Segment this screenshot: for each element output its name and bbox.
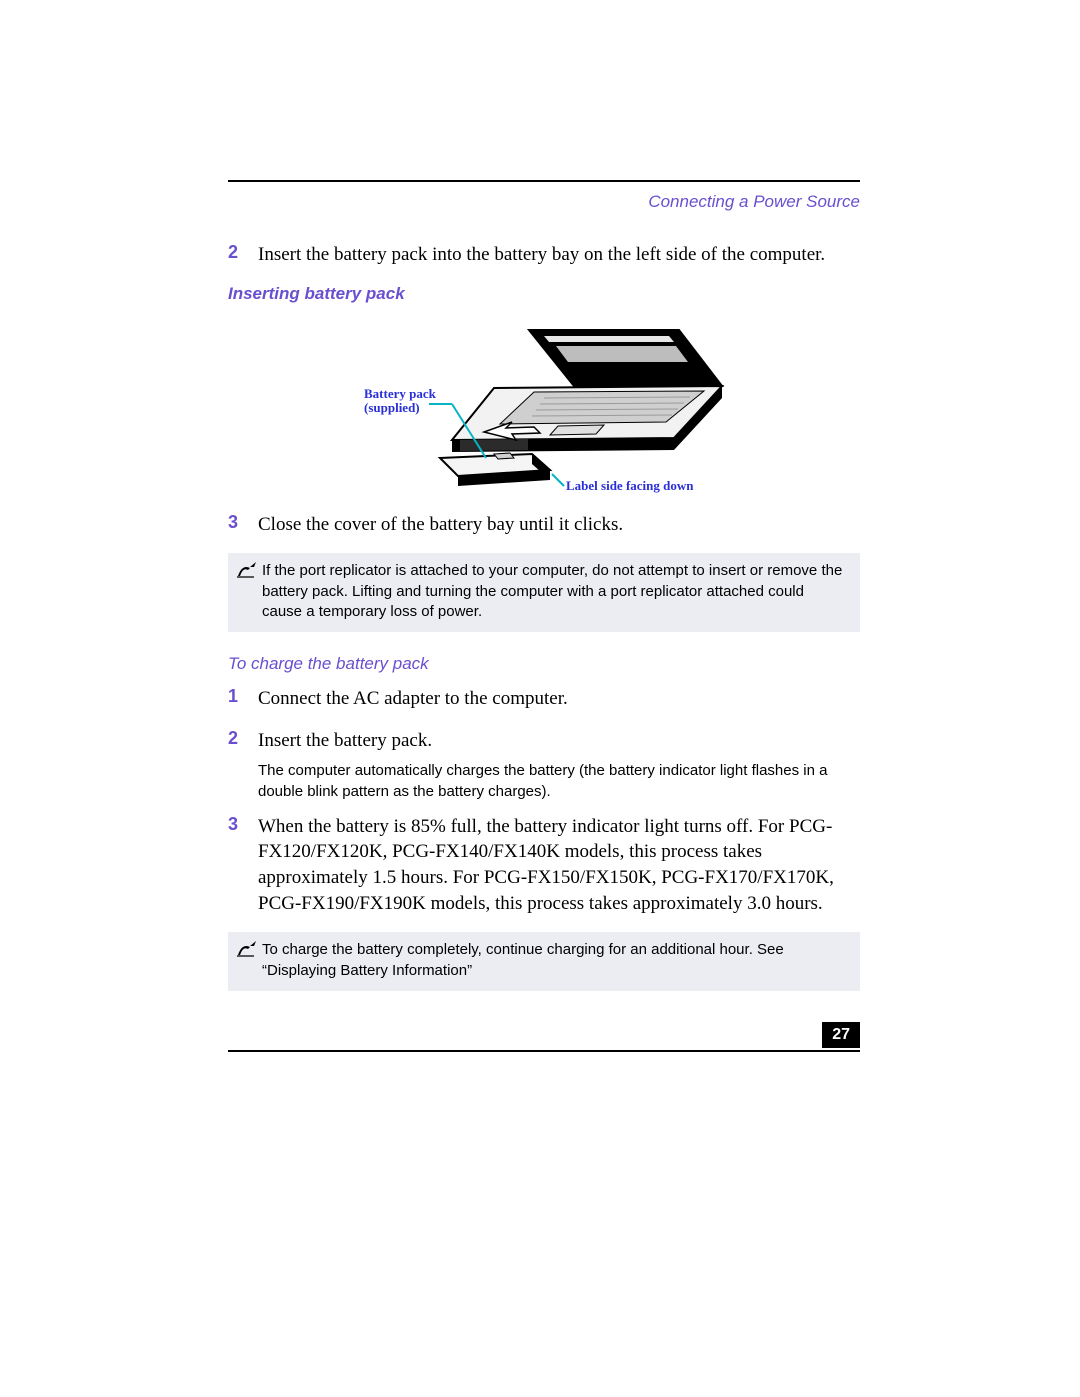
charge-step-3: 3 When the battery is 85% full, the batt… [228, 814, 860, 917]
step-number: 3 [228, 512, 258, 533]
charge-section-title: To charge the battery pack [228, 654, 860, 674]
step-text: When the battery is 85% full, the batter… [258, 814, 860, 917]
note-text: If the port replicator is attached to yo… [262, 561, 848, 622]
figure-inserting-battery: Battery pack (supplied) Label side facin… [228, 318, 860, 498]
charge-sub-note: The computer automatically charges the b… [258, 761, 860, 802]
figure-caption: Inserting battery pack [228, 284, 860, 304]
note-text: To charge the battery completely, contin… [262, 940, 848, 981]
page-footer: 27 [228, 1050, 860, 1052]
note-box-2: To charge the battery completely, contin… [228, 932, 860, 991]
page: Connecting a Power Source 2 Insert the b… [0, 0, 1080, 1397]
step-number: 1 [228, 686, 258, 707]
label-side-down: Label side facing down [566, 478, 694, 493]
step-number: 2 [228, 728, 258, 749]
charge-step-2: 2 Insert the battery pack. [228, 728, 860, 754]
step-text: Connect the AC adapter to the computer. [258, 686, 568, 712]
step-text: Insert the battery pack. [258, 728, 432, 754]
note-box-1: If the port replicator is attached to yo… [228, 553, 860, 632]
top-rule [228, 180, 860, 182]
section-header: Connecting a Power Source [228, 192, 860, 212]
page-number: 27 [822, 1022, 860, 1048]
step-number: 2 [228, 242, 258, 263]
label-battery-pack-2: (supplied) [364, 400, 420, 415]
footer-rule [228, 1050, 860, 1052]
step-2: 2 Insert the battery pack into the batte… [228, 242, 860, 268]
label-battery-pack-1: Battery pack [364, 386, 437, 401]
laptop-battery-illustration: Battery pack (supplied) Label side facin… [344, 318, 744, 498]
note-icon [236, 941, 262, 964]
step-text: Insert the battery pack into the battery… [258, 242, 825, 268]
step-number: 3 [228, 814, 258, 835]
content-area: Connecting a Power Source 2 Insert the b… [228, 180, 860, 991]
note-icon [236, 562, 262, 585]
step-text: Close the cover of the battery bay until… [258, 512, 623, 538]
step-3: 3 Close the cover of the battery bay unt… [228, 512, 860, 538]
charge-step-1: 1 Connect the AC adapter to the computer… [228, 686, 860, 712]
